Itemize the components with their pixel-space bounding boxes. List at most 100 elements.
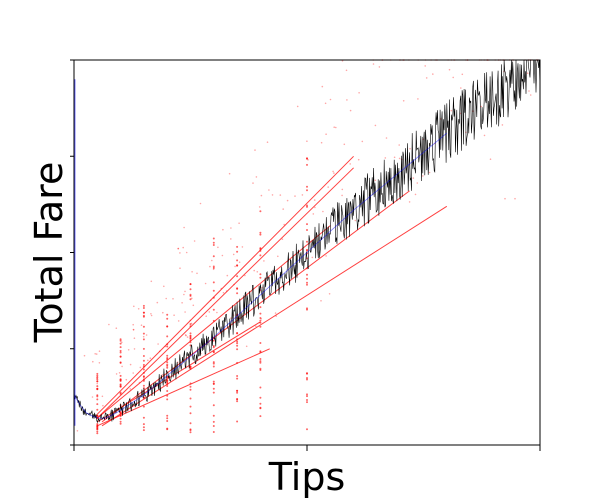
- scatter-point: [230, 238, 232, 240]
- scatter-point: [191, 297, 193, 300]
- column-point: [189, 412, 192, 415]
- y-axis-label: Total Fare: [27, 162, 71, 344]
- column-point: [96, 372, 99, 375]
- scatter-point: [393, 156, 396, 159]
- scatter-point: [313, 199, 316, 201]
- scatter-point: [277, 255, 279, 258]
- column-point: [236, 264, 239, 267]
- scatter-point: [149, 357, 152, 360]
- scatter-point: [274, 312, 277, 314]
- column-point: [96, 398, 99, 401]
- column-point: [259, 396, 262, 399]
- scatter-point: [329, 98, 332, 101]
- fan-line: [96, 225, 331, 419]
- scatter-point: [230, 317, 232, 319]
- scatter-point: [133, 305, 135, 308]
- scatter-point: [133, 348, 136, 350]
- scatter-point: [118, 372, 121, 374]
- scatter-point: [183, 293, 185, 296]
- column-point: [259, 317, 262, 319]
- column-point: [166, 417, 169, 420]
- column-point: [212, 267, 215, 269]
- scatter-point: [263, 260, 265, 262]
- column-point: [212, 244, 215, 246]
- scatter-point: [398, 157, 401, 160]
- scatter-point: [266, 141, 269, 143]
- column-point: [259, 273, 262, 276]
- column-point: [119, 361, 122, 364]
- scatter-point: [398, 144, 401, 146]
- scatter-point: [414, 193, 417, 196]
- column-point: [259, 210, 262, 213]
- plot-area: [73, 59, 541, 435]
- scatter-point: [228, 172, 231, 175]
- column-point: [96, 380, 99, 383]
- column-point: [119, 417, 122, 420]
- scatter-point: [226, 274, 229, 277]
- column-point: [96, 395, 99, 398]
- scatter-point: [346, 99, 348, 101]
- scatter-point: [132, 323, 134, 326]
- scatter-point: [83, 354, 86, 357]
- scatter-point: [238, 261, 241, 264]
- column-point: [119, 420, 122, 423]
- scatter-point: [150, 314, 153, 317]
- column-point: [166, 357, 169, 359]
- column-point: [212, 339, 215, 342]
- scatter-point: [95, 353, 98, 355]
- column-point: [236, 245, 239, 248]
- scatter-point: [358, 92, 360, 94]
- scatter-point: [137, 308, 140, 310]
- column-point: [259, 325, 262, 328]
- column-point: [259, 276, 262, 279]
- scatter-point: [416, 182, 419, 184]
- scatter-point: [256, 271, 259, 273]
- column-point: [259, 306, 262, 309]
- column-point: [142, 384, 145, 387]
- column-point: [142, 405, 145, 408]
- scatter-point: [354, 219, 357, 222]
- scatter-point: [448, 68, 451, 71]
- scatter-point: [147, 359, 149, 362]
- scatter-point: [181, 302, 183, 304]
- scatter-point: [452, 76, 455, 79]
- column-point: [259, 312, 262, 315]
- column-point: [306, 163, 308, 166]
- column-point: [142, 423, 145, 426]
- column-point: [119, 422, 122, 425]
- scatter-point: [238, 222, 240, 224]
- column-point: [142, 375, 145, 378]
- column-point: [189, 323, 192, 326]
- column-point: [142, 426, 145, 429]
- scatter-point: [372, 63, 375, 65]
- scatter-point: [96, 382, 98, 385]
- column-point: [189, 422, 192, 425]
- column-point: [166, 380, 169, 383]
- scatter-point: [255, 176, 258, 178]
- column-point: [96, 378, 99, 381]
- scatter-point: [374, 179, 377, 182]
- scatter-point: [217, 246, 219, 249]
- column-point: [189, 334, 192, 337]
- scatter-point: [133, 337, 136, 340]
- scatter-point: [172, 298, 174, 300]
- x-axis-label: Tips: [268, 455, 346, 499]
- column-point: [166, 420, 169, 422]
- column-point: [236, 398, 239, 401]
- column-point: [189, 405, 192, 408]
- scatter-point: [121, 365, 123, 368]
- scatter-point: [332, 170, 334, 173]
- column-point: [212, 281, 215, 284]
- column-point: [306, 428, 308, 431]
- scatter-point: [325, 255, 327, 257]
- column-point: [166, 317, 169, 320]
- column-point: [166, 325, 169, 328]
- scatter-point: [165, 297, 167, 300]
- scatter-point: [204, 282, 207, 285]
- scatter-point: [184, 334, 187, 336]
- scatter-point: [320, 141, 323, 144]
- column-point: [119, 374, 122, 377]
- column-point: [212, 365, 215, 368]
- scatter-point: [184, 311, 186, 313]
